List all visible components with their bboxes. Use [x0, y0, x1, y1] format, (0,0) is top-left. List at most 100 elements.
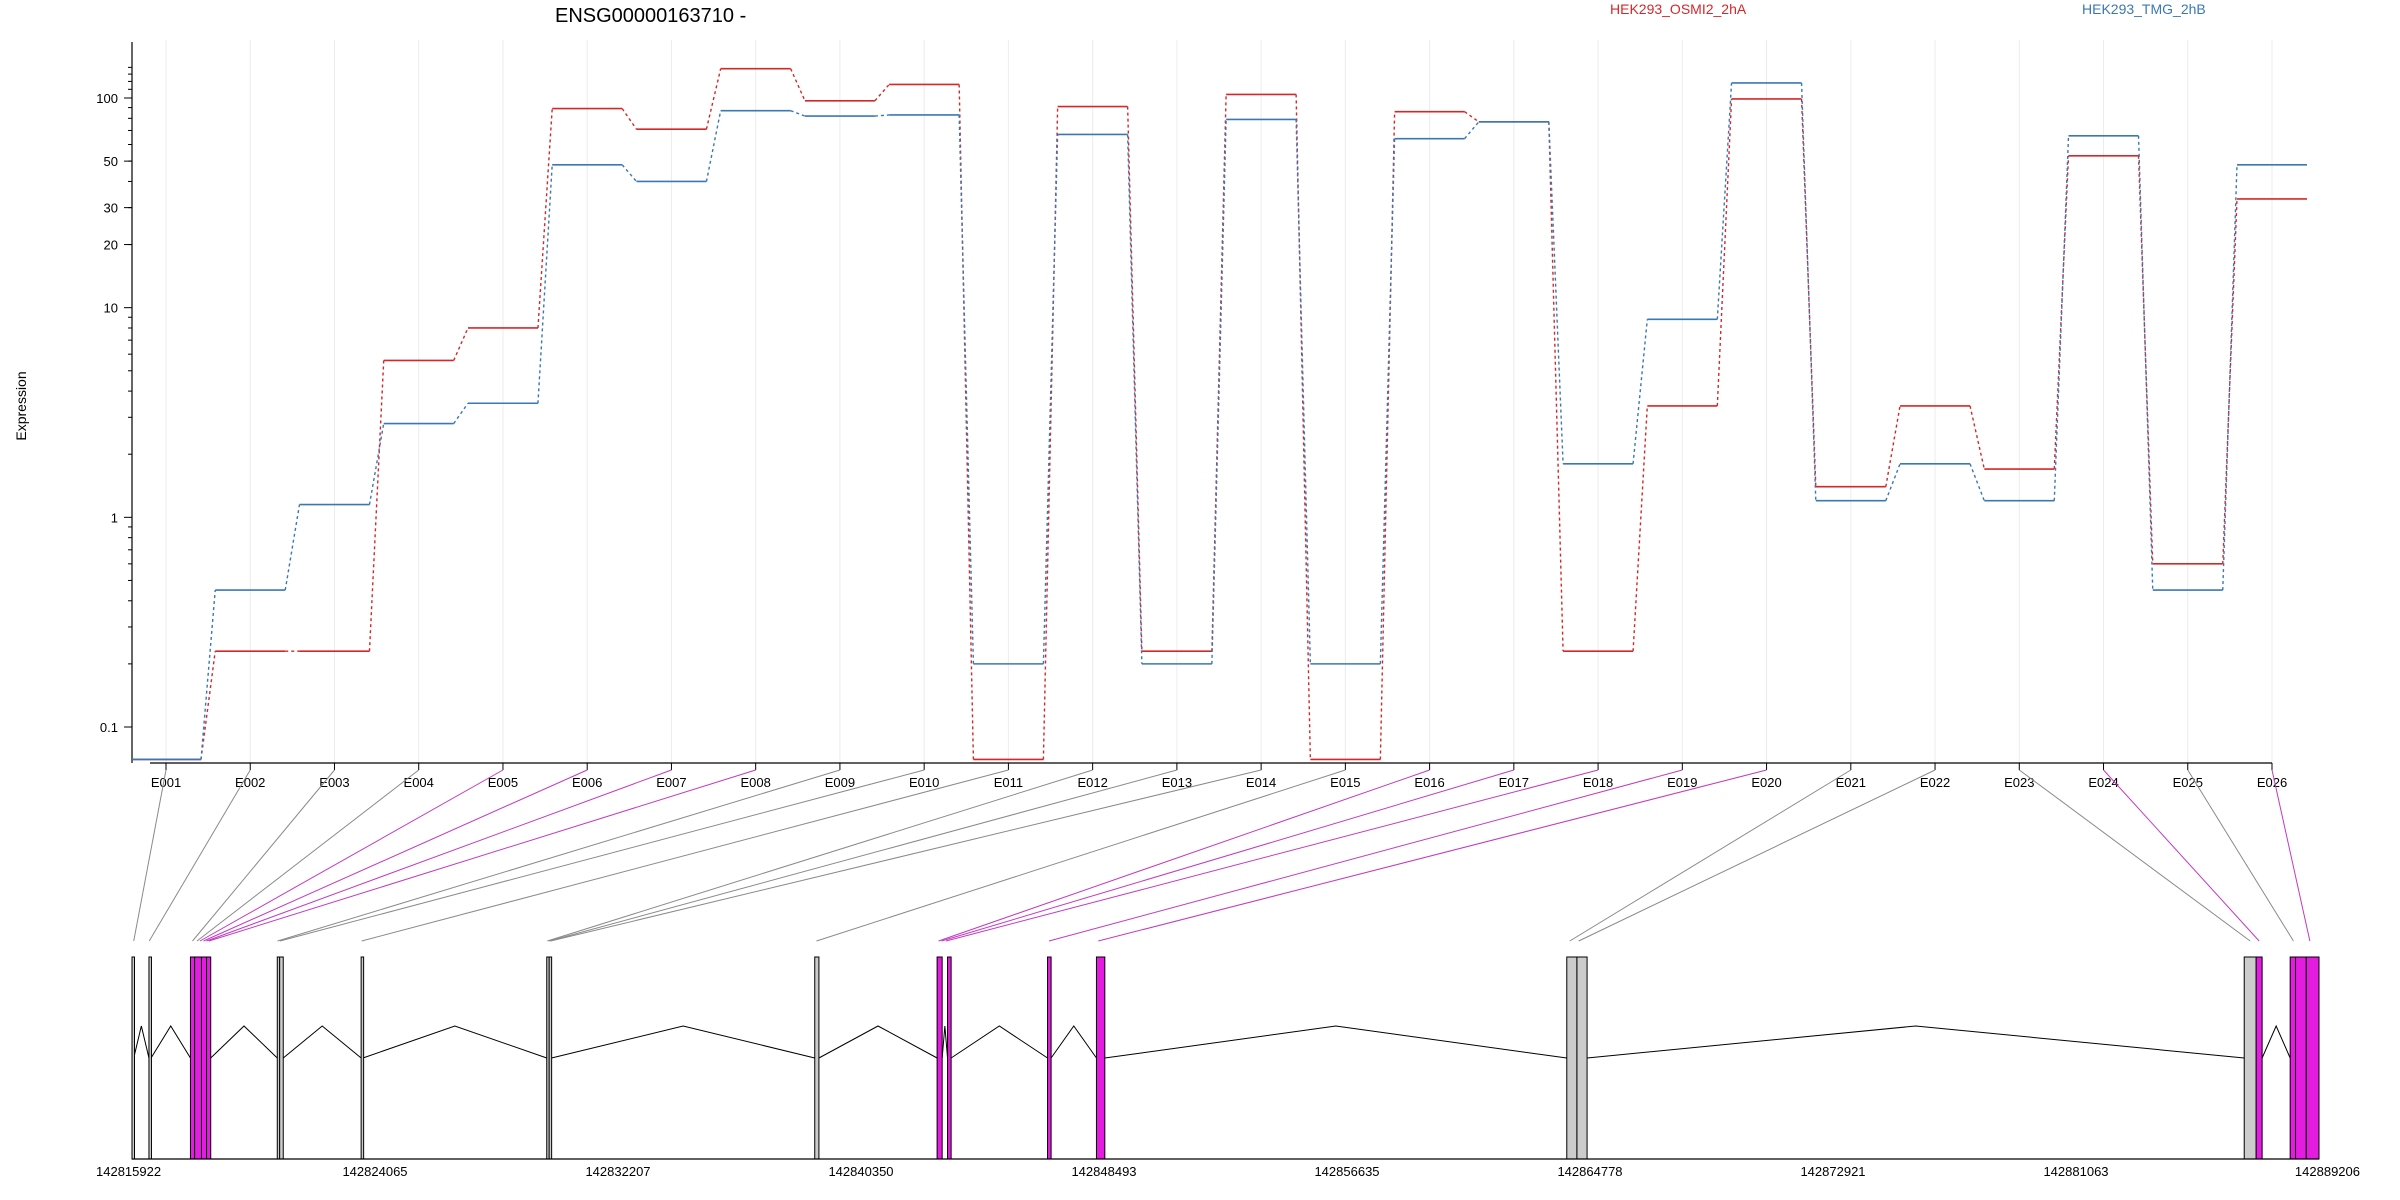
exon-box-e013: [936, 956, 943, 1160]
series-1: [132, 67, 2307, 761]
connector-e020: [1098, 769, 1767, 942]
intron-line: [210, 1025, 278, 1059]
exon-box-e012: [814, 956, 820, 1160]
genomic-coordinate-label: 142881063: [2043, 1164, 2108, 1179]
series-transition: [621, 164, 637, 182]
x-tick-label-e009: E009: [825, 775, 855, 790]
exon-connectors: [133, 769, 2311, 942]
exon-box-e005: [200, 956, 208, 1160]
series-transition: [1716, 98, 1733, 406]
gene-model: 142815922 142824065 142832207 142840350 1428…: [96, 956, 2360, 1179]
series-transition: [453, 327, 469, 361]
intron-line: [1104, 1025, 1567, 1059]
x-tick-label-e018: E018: [1583, 775, 1613, 790]
connector-e013: [549, 769, 1178, 942]
connector-e022: [1578, 769, 1936, 942]
exon-box-e022: [2295, 956, 2307, 1160]
connector-e001: [133, 769, 167, 942]
exon-box-e019: [2243, 956, 2257, 1160]
series-transition: [1548, 121, 1564, 652]
y-tick-label: 50: [104, 154, 118, 169]
series-transition: [284, 504, 301, 591]
exon-box-e011: [548, 956, 553, 1160]
connector-e004: [196, 769, 420, 942]
series-transition: [453, 402, 469, 424]
x-tick-label-e020: E020: [1751, 775, 1781, 790]
legend-series-2: HEK293_TMG_2hB: [2082, 1, 2206, 17]
series-transition: [1969, 405, 1985, 470]
legend-series-1: HEK293_OSMI2_2hA: [1610, 1, 1747, 17]
connector-e025: [2187, 769, 2294, 942]
connector-e019: [1048, 769, 1683, 942]
x-tick-label-e014: E014: [1246, 775, 1276, 790]
series-transition: [2137, 135, 2154, 591]
series-transition: [1379, 138, 1396, 664]
x-tick-label-e007: E007: [656, 775, 686, 790]
genomic-coordinate-label: 142872921: [1800, 1164, 1865, 1179]
exon-box-e002: [148, 956, 152, 1160]
y-tick-label: 100: [96, 91, 118, 106]
x-tick-label-e004: E004: [404, 775, 434, 790]
series-transition: [1885, 463, 1901, 501]
connector-e015: [816, 769, 1346, 942]
connector-e018: [945, 769, 1599, 942]
series-transition: [1295, 119, 1312, 664]
series-transition: [368, 423, 385, 505]
series-transition: [874, 114, 890, 117]
series-transition: [705, 110, 722, 182]
series-transition: [1548, 121, 1564, 464]
exon-box-e008: [279, 956, 284, 1160]
y-tick-label: 1: [111, 510, 118, 525]
series-2: [132, 82, 2307, 761]
plot-series: [132, 67, 2307, 761]
series-transition: [1800, 98, 1817, 487]
connector-e012: [547, 769, 1093, 942]
x-tick-label-e024: E024: [2088, 775, 2118, 790]
intron-line: [551, 1025, 815, 1059]
x-tick-label-e001: E001: [151, 775, 181, 790]
series-transition: [790, 110, 806, 117]
series-transition: [2053, 135, 2070, 501]
connector-e026: [2271, 769, 2311, 942]
exon-box-e001: [131, 956, 135, 1160]
connector-e024: [2103, 769, 2260, 942]
x-tick-label-e021: E021: [1836, 775, 1866, 790]
connector-e010: [279, 769, 925, 942]
series-transition: [2222, 164, 2238, 591]
connector-e016: [938, 769, 1430, 942]
exon-box-e004: [194, 956, 202, 1160]
y-tick-label: 10: [104, 301, 118, 316]
connector-e006: [203, 769, 588, 942]
intron-line: [282, 1025, 362, 1059]
x-tick-label-e023: E023: [2004, 775, 2034, 790]
series-transition: [1464, 111, 1480, 123]
series-transition: [1716, 82, 1733, 320]
x-tick-label-e002: E002: [235, 775, 265, 790]
genomic-coordinate-label: 142840350: [828, 1164, 893, 1179]
x-tick-label-e006: E006: [572, 775, 602, 790]
chart-title: ENSG00000163710 -: [555, 5, 746, 27]
intron-line: [150, 1025, 191, 1059]
connector-e003: [192, 769, 335, 942]
exon-box-e023: [2305, 956, 2320, 1160]
x-tick-label-e019: E019: [1667, 775, 1697, 790]
series-transition: [1464, 121, 1480, 140]
genomic-coordinate-label: 142848493: [1071, 1164, 1136, 1179]
intron-line: [818, 1025, 938, 1059]
series-transition: [1042, 106, 1059, 760]
connector-e017: [941, 769, 1514, 942]
exon-box-e017: [1566, 956, 1578, 1160]
exon-box-e014: [947, 956, 952, 1160]
x-tick-label-e005: E005: [488, 775, 518, 790]
x-tick-label-e025: E025: [2173, 775, 2203, 790]
plot-axes: [124, 42, 2273, 770]
intron-line: [941, 1025, 949, 1059]
x-tick-label-e013: E013: [1162, 775, 1192, 790]
series-transition: [1379, 111, 1396, 760]
series-transition: [1632, 319, 1649, 464]
series-transition: [1800, 82, 1817, 501]
intron-line: [2261, 1024, 2291, 1059]
series-transition: [537, 108, 553, 329]
series-transition: [1969, 463, 1985, 501]
